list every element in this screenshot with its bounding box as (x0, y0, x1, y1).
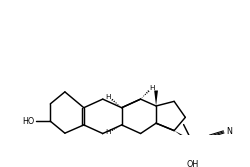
Text: H: H (150, 86, 155, 92)
Polygon shape (174, 131, 193, 143)
Polygon shape (154, 91, 158, 106)
Text: H: H (106, 129, 111, 135)
Polygon shape (101, 134, 105, 149)
Text: OH: OH (186, 160, 199, 167)
Text: HO: HO (22, 117, 35, 126)
Text: N: N (226, 127, 232, 136)
Text: H: H (106, 94, 111, 100)
